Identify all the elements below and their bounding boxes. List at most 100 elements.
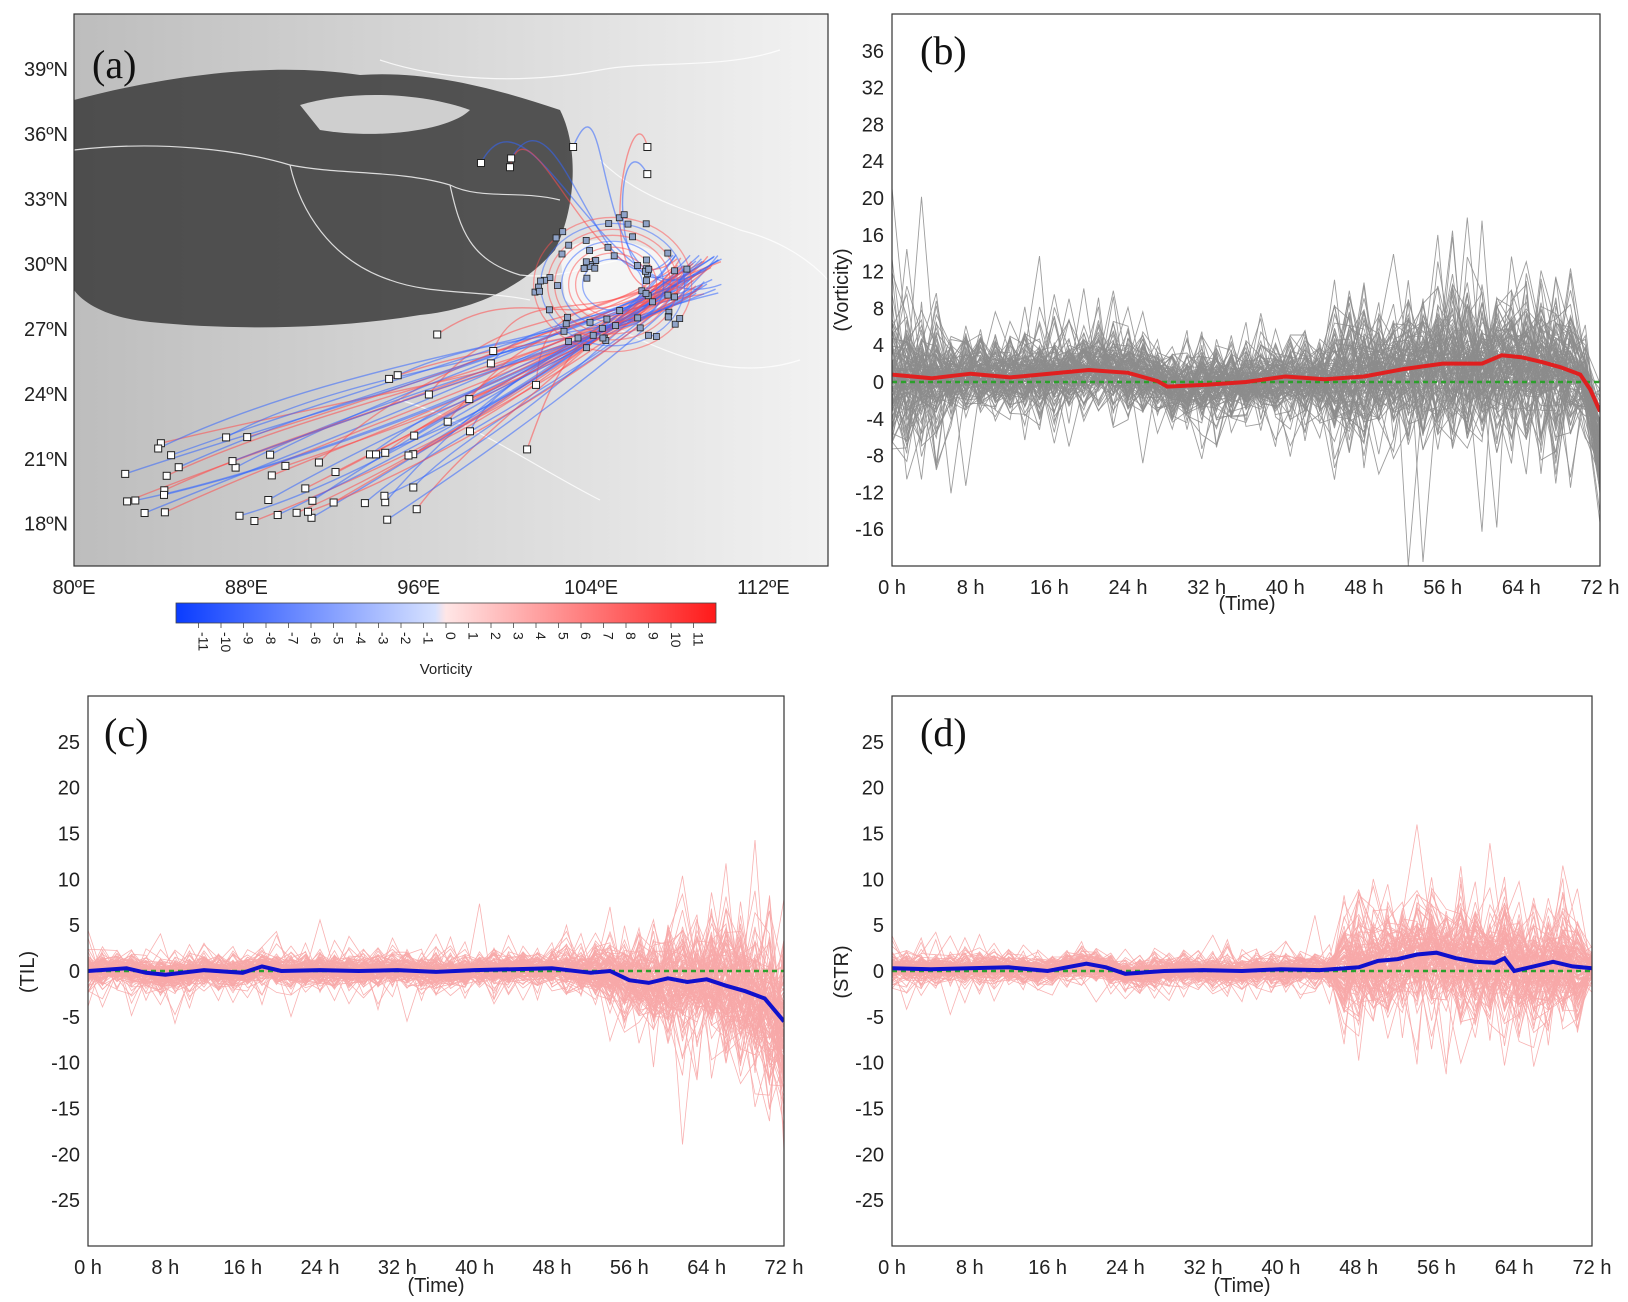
x-tick-label: 16 h [1030,577,1069,599]
trajectory-start-marker [486,359,495,368]
ensemble-line [88,915,784,1073]
vortex-marker [671,320,679,328]
vortex-marker [583,274,591,282]
vortex-swirl-line [532,216,693,353]
vortex-marker [565,338,572,345]
trajectory-start-marker [162,471,171,480]
x-tick-label: 48 h [1339,1257,1378,1279]
latitude-tick-labels: 39ºN 36ºN 33ºN 30ºN 27ºN 24ºN 21ºN 18ºN [24,59,68,536]
x-axis-label-c: (Time) [407,1275,464,1297]
x-tick-label: 48 h [533,1257,572,1279]
x-tick-label: 24 h [1106,1257,1145,1279]
vortex-marker [574,334,582,342]
x-axis-label-d: (Time) [1213,1275,1270,1297]
vortex-marker [537,277,544,285]
vortex-marker [582,258,590,266]
x-tick-label: 8 h [151,1257,179,1279]
longitude-tick-label: 112ºE [737,577,790,599]
ensemble-line [892,918,1592,1010]
latitude-tick-label: 30ºN [24,254,68,276]
longitude-tick-label: 88ºE [225,577,268,599]
trajectory-start-marker [404,451,413,460]
vortex-marker [558,250,566,258]
ensemble-line [892,305,1600,532]
vortex-marker [642,220,650,228]
vortex-marker [671,267,678,275]
ensemble-line [892,234,1600,441]
vortex-marker [604,243,612,251]
trajectory-line [232,288,716,462]
y-tick-label: -15 [51,1099,80,1121]
vorticity-colorbar: -11 -10 -9 -8 -7 -6 -5 -4 -3 -2 -1 0 1 2 3 4 5 6 7 8 9 10 11 V… [175,602,717,678]
y-tick-label: -25 [51,1190,80,1212]
x-tick-label: 72 h [1581,577,1620,599]
y-axis-label-d: (STR) [831,945,853,998]
y-tick-label: 16 [862,225,884,247]
y-tick-label: 8 [873,298,884,320]
vortex-marker [546,306,553,314]
vortex-marker [683,265,691,273]
y-tick-label: -4 [866,409,884,431]
colorbar-tick-label: -4 [353,632,369,645]
trajectory-start-marker [643,143,652,151]
vortex-marker [612,322,619,330]
vortex-marker [565,241,573,249]
vortex-marker [564,313,571,321]
trajectory-start-marker [308,496,317,505]
y-tick-labels-c: 25 20 15 10 5 0 -5 -10 -15 -20 -25 [51,732,80,1212]
ensemble-line [892,282,1600,447]
latitude-tick-label: 36ºN [24,124,68,146]
x-tick-label: 40 h [1266,577,1305,599]
vortex-marker [560,327,568,335]
y-axis-label-c: (TIL) [17,951,39,993]
ensemble-trajectory-lines-d [892,824,1592,1075]
vortex-marker [664,249,672,257]
plot-frame-d [891,695,1593,1247]
panel-label-a: (a) [92,42,136,87]
vortex-marker [645,265,653,273]
panel-label-b: (b) [920,28,967,73]
trajectory-line [621,161,691,279]
x-tick-label: 64 h [1495,1257,1534,1279]
vortex-marker [586,318,594,326]
vortex-marker [649,298,656,306]
x-tick-label: 16 h [1028,1257,1067,1279]
latitude-tick-label: 27ºN [24,319,68,341]
y-tick-label: 0 [873,961,884,983]
trajectory-start-marker [465,395,474,404]
x-tick-label: 72 h [765,1257,804,1279]
ensemble-line [892,914,1592,1023]
y-tick-label: 12 [862,262,884,284]
x-tick-label: 40 h [455,1257,494,1279]
colorbar-gradient [175,602,717,624]
vortex-marker [599,334,607,342]
x-tick-label: 64 h [1502,577,1541,599]
trajectory-start-marker [393,371,402,380]
plot-area-b [892,14,1600,566]
trajectory-line [428,266,676,395]
vortex-marker [642,290,650,297]
x-tick-label: 24 h [1109,577,1148,599]
trajectory-start-marker [243,433,252,442]
y-tick-label: 10 [862,869,884,891]
map-frame [73,13,829,567]
latitude-tick-label: 24ºN [24,384,68,406]
colorbar-tick-label: -2 [398,632,414,645]
colorbar-label: Vorticity [420,661,473,678]
panel-label-c: (c) [104,710,148,755]
vortex-marker [636,324,644,332]
ensemble-line [88,927,784,1026]
y-tick-label: -10 [51,1053,80,1075]
vortex-marker [645,331,652,339]
vortex-marker [552,234,560,242]
vortex-marker [653,333,660,340]
y-tick-label: 10 [58,869,80,891]
vortex-marker [536,287,543,295]
vortex-marker [559,228,567,236]
ensemble-line [88,908,784,1042]
trajectory-start-marker [304,507,312,516]
vortex-marker [610,252,618,260]
colorbar-tick-label: -1 [421,632,437,645]
trajectory-start-marker [121,469,130,478]
colorbar-tick-label: 0 [443,632,459,640]
